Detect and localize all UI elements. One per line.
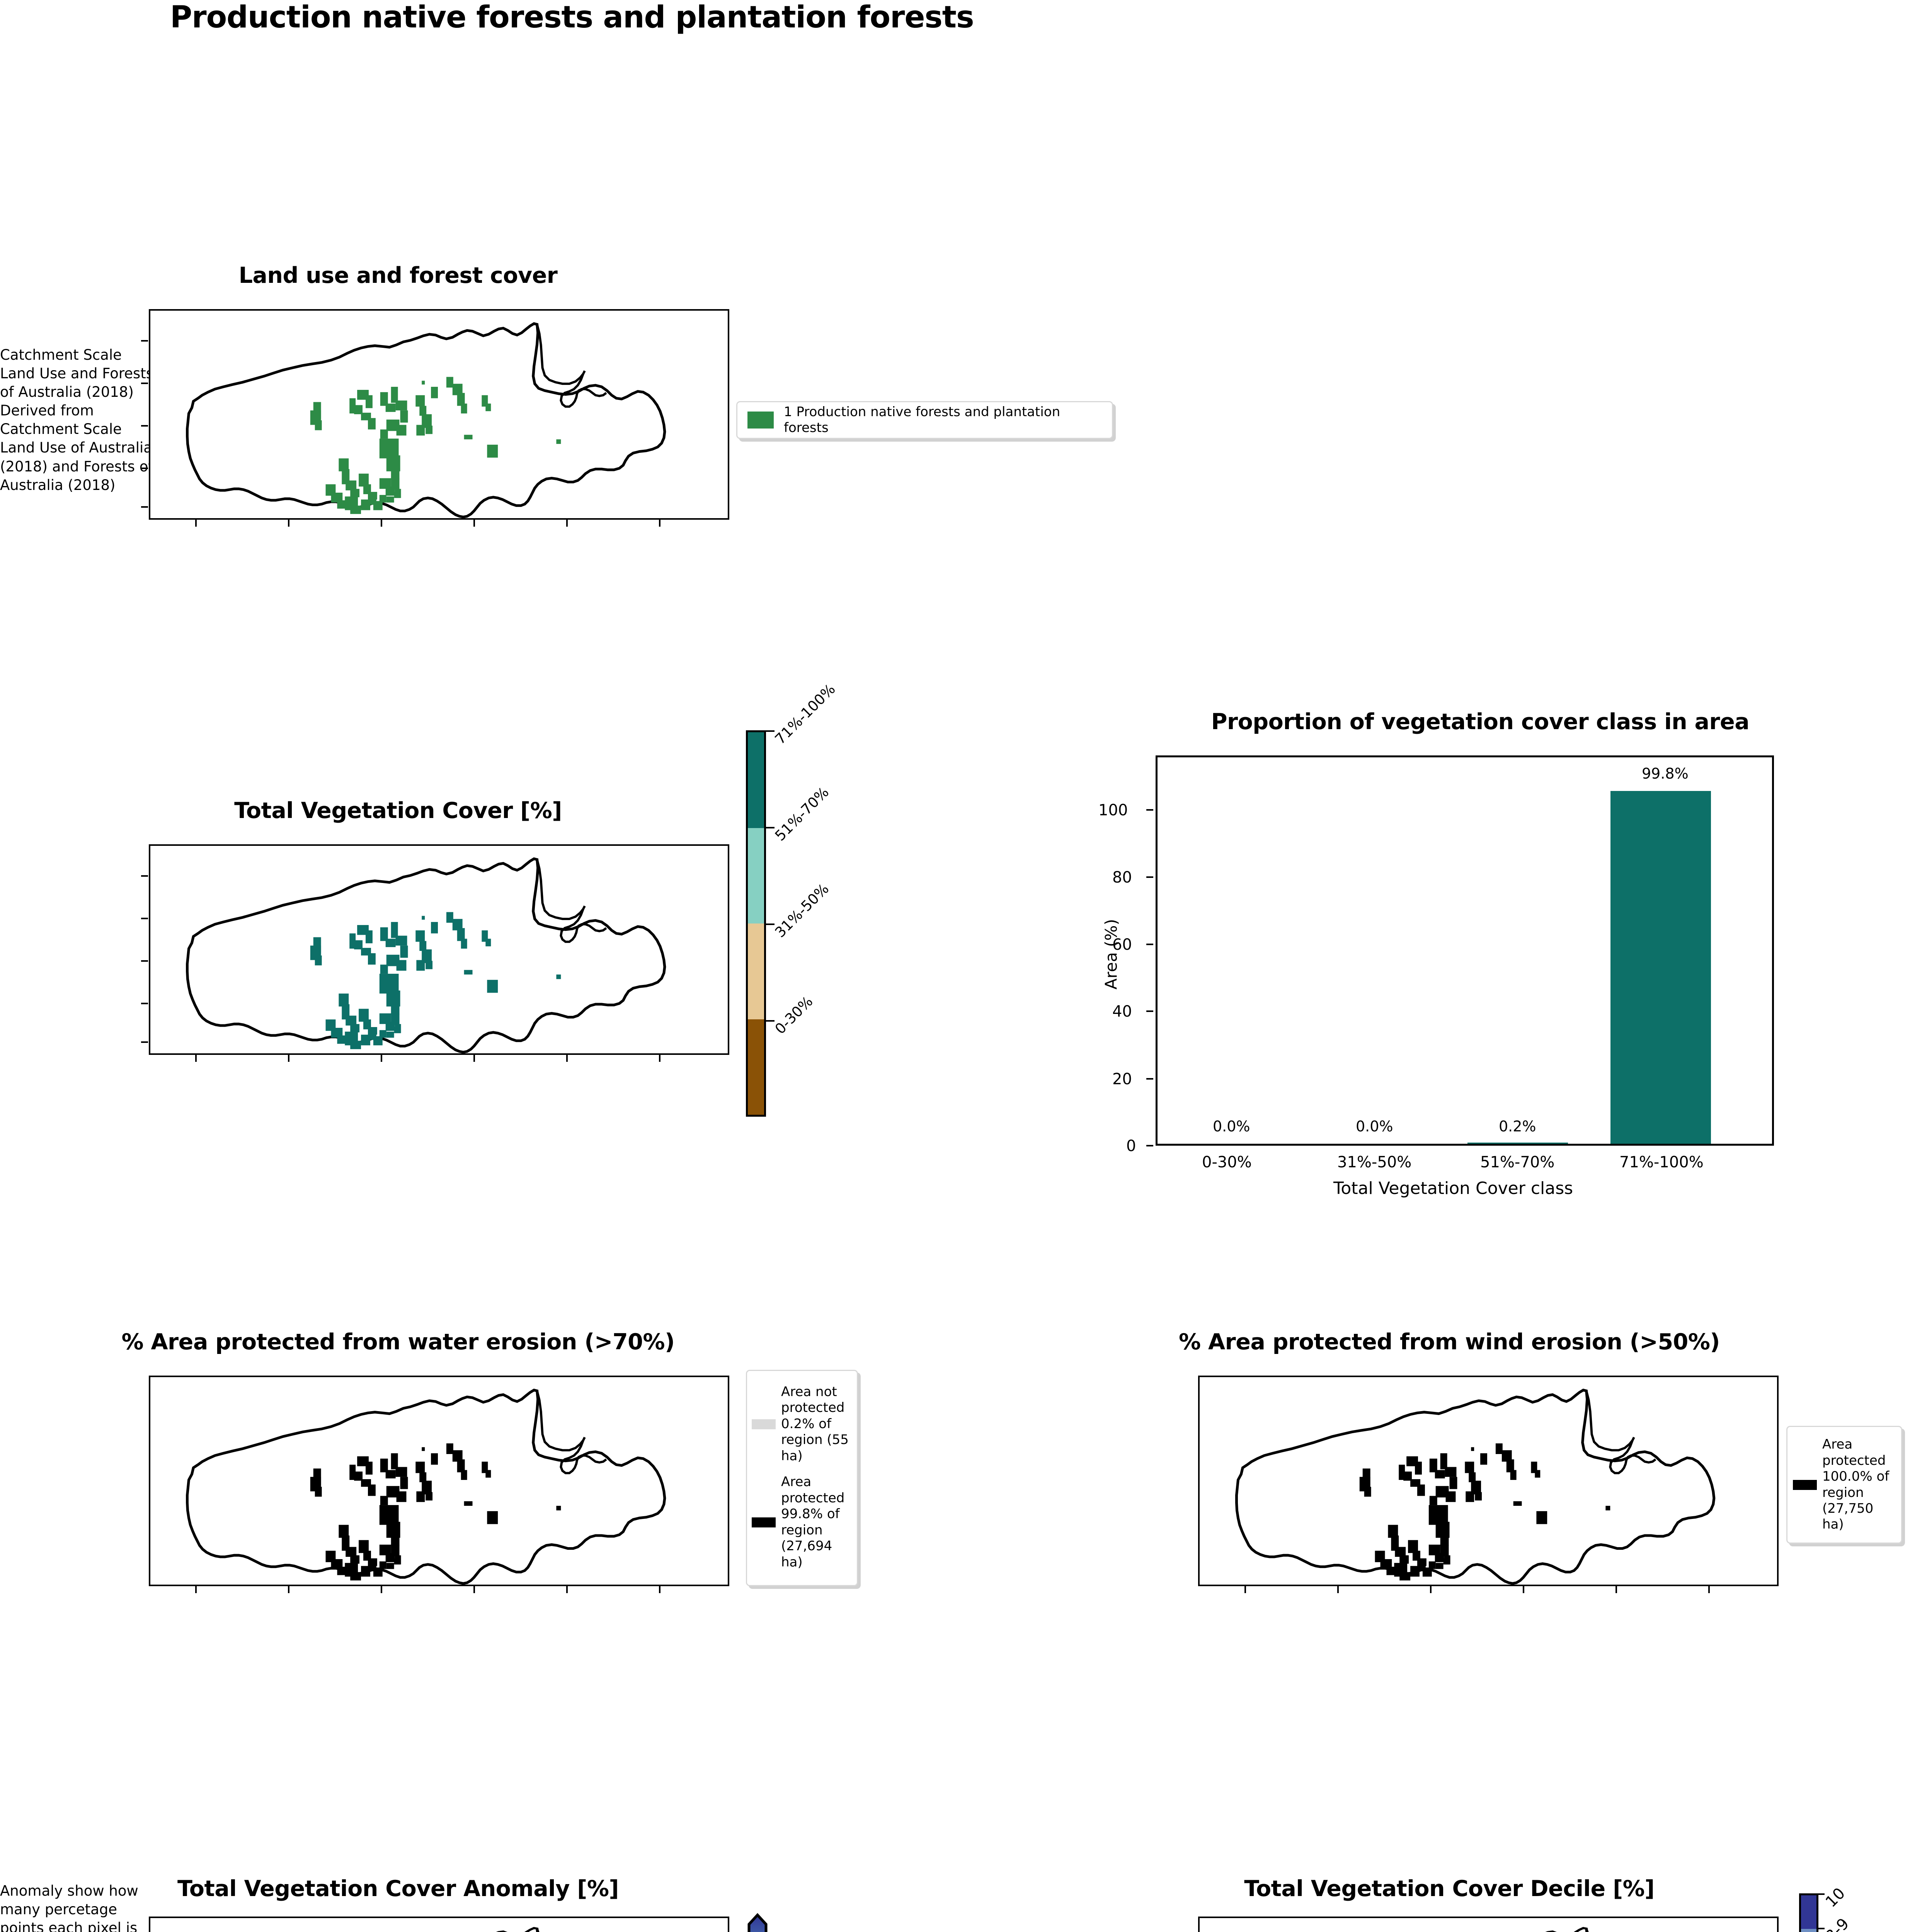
bar-value-label-31-50: 0.0% xyxy=(1356,1118,1393,1135)
forest-cover-patches xyxy=(310,377,561,514)
wind-erosion-legend[interactable]: Area protected 100.0% of region (27,750 … xyxy=(1786,1426,1902,1544)
anomaly-colorbar-labels: 20 10 0 −10 −20 xyxy=(779,1913,880,1932)
wind-erosion-map[interactable] xyxy=(1198,1376,1779,1586)
coastline-inner-detail xyxy=(536,859,607,943)
legend-label-area-not-protected: Area not protected 0.2% of region (55 ha… xyxy=(781,1384,849,1464)
wind-erosion-panel-title: % Area protected from wind erosion (>50%… xyxy=(1179,1329,1720,1355)
land-use-source-note: Catchment Scale Land Use and Forests of … xyxy=(0,347,154,493)
bar-value-label-0-30: 0.0% xyxy=(1213,1118,1250,1135)
legend-swatch-area-protected xyxy=(752,1517,776,1527)
decile-colorbar-labels: 10 8-9 4-7 2-3 1 xyxy=(1822,1884,1925,1932)
x-tick-31-50: 31%-50% xyxy=(1337,1153,1412,1171)
decile-colorbar[interactable] xyxy=(1799,1893,1818,1932)
water-erosion-map-svg xyxy=(186,1388,666,1585)
veg-cover-map-x-ticks xyxy=(149,1055,729,1063)
veg-cover-colorbar[interactable] xyxy=(746,730,766,1117)
y-tick-0: 0 xyxy=(1126,1137,1136,1155)
water-erosion-legend[interactable]: Area not protected 0.2% of region (55 ha… xyxy=(746,1370,858,1586)
y-tick-60: 60 xyxy=(1112,936,1132,954)
decile-panel-title: Total Vegetation Cover Decile [%] xyxy=(1244,1876,1655,1901)
bar-71-100[interactable] xyxy=(1610,791,1711,1144)
veg-cover-map-y-ticks xyxy=(141,844,150,1055)
coastline-inner-detail xyxy=(1585,1928,1589,1932)
legend-swatch-area-protected-wind xyxy=(1793,1480,1817,1490)
veg-cover-panel-title: Total Vegetation Cover [%] xyxy=(234,798,562,823)
decile-map-svg xyxy=(1545,1927,1589,1932)
veg-cover-patches xyxy=(310,912,561,1049)
bar-51-70[interactable] xyxy=(1467,1143,1568,1144)
legend-label-production-forests: 1 Production native forests and plantati… xyxy=(784,404,1061,435)
land-use-map-svg xyxy=(186,322,666,518)
bar-value-label-71-100: 99.8% xyxy=(1642,765,1689,782)
veg-cover-map[interactable] xyxy=(149,844,729,1055)
water-erosion-map-x-ticks xyxy=(149,1586,729,1595)
decile-map[interactable] xyxy=(1198,1917,1779,1932)
water-erosion-panel-title: % Area protected from water erosion (>70… xyxy=(121,1329,675,1355)
catchment-boundary-outline xyxy=(496,1927,539,1932)
anomaly-colorbar-svg xyxy=(747,1913,768,1932)
bar-chart[interactable]: 0.0% 0.0% 0.2% 99.8% 0 20 40 60 80 100 0… xyxy=(1098,755,1774,1198)
colorbar-segment-0-30 xyxy=(748,1019,764,1115)
water-erosion-map[interactable] xyxy=(149,1376,729,1586)
bar-value-label-51-70: 0.2% xyxy=(1499,1118,1536,1135)
anomaly-colorbar-ticks xyxy=(769,1913,779,1932)
wind-erosion-map-svg xyxy=(1235,1388,1716,1585)
colorbar-label-31-50: 31%-50% xyxy=(771,880,832,941)
land-use-legend[interactable]: 1 Production native forests and plantati… xyxy=(736,401,1113,439)
bar-chart-x-axis-label: Total Vegetation Cover class xyxy=(1333,1179,1573,1198)
anomaly-map-y-ticks xyxy=(141,1917,150,1932)
bar-chart-plot-area xyxy=(1156,755,1774,1146)
colorbar-segment-31-50 xyxy=(748,923,764,1019)
land-use-map-y-ticks xyxy=(141,309,150,520)
veg-cover-colorbar-labels: 71%-100% 51%-70% 31%-50% 0-30% xyxy=(772,681,1009,1121)
wind-erosion-map-x-ticks xyxy=(1198,1586,1779,1595)
catchment-boundary-outline xyxy=(186,857,666,1053)
decile-segment-8-9 xyxy=(1801,1929,1816,1932)
land-use-map-x-ticks xyxy=(149,520,729,528)
page-title: Production native forests and plantation… xyxy=(170,0,974,35)
anomaly-panel-title: Total Vegetation Cover Anomaly [%] xyxy=(177,1876,619,1901)
catchment-boundary-outline xyxy=(186,1388,666,1585)
y-tick-20: 20 xyxy=(1112,1070,1132,1088)
land-use-map[interactable] xyxy=(149,309,729,520)
decile-segment-10 xyxy=(1801,1895,1816,1929)
water-erosion-protected-patches xyxy=(310,1443,561,1581)
colorbar-label-0-30: 0-30% xyxy=(771,993,816,1037)
anomaly-map[interactable] xyxy=(149,1917,729,1932)
colorbar-label-71-100: 71%-100% xyxy=(771,680,839,748)
anomaly-map-svg xyxy=(496,1927,540,1932)
legend-label-area-protected: Area protected 99.8% of region (27,694 h… xyxy=(781,1474,845,1570)
wind-erosion-protected-patches xyxy=(1359,1443,1610,1581)
veg-cover-map-svg xyxy=(186,857,666,1053)
catchment-boundary-outline xyxy=(186,322,666,518)
catchment-boundary-outline xyxy=(1545,1927,1588,1932)
bar-chart-y-ticks xyxy=(1146,755,1156,1146)
legend-swatch-production-forests xyxy=(747,412,774,429)
x-tick-71-100: 71%-100% xyxy=(1619,1153,1704,1171)
x-tick-0-30: 0-30% xyxy=(1202,1153,1252,1171)
coastline-inner-detail xyxy=(1585,1390,1656,1475)
x-tick-51-70: 51%-70% xyxy=(1480,1153,1555,1171)
legend-swatch-area-not-protected xyxy=(752,1419,776,1429)
coastline-inner-detail xyxy=(536,1928,540,1932)
land-use-panel-title: Land use and forest cover xyxy=(238,263,558,288)
anomaly-colorbar[interactable] xyxy=(746,1913,769,1932)
anomaly-explanation-note: Anomaly show how many percetage points e… xyxy=(0,1883,138,1932)
veg-cover-colorbar-ticks xyxy=(766,730,778,1117)
y-tick-80: 80 xyxy=(1112,869,1132,886)
legend-label-area-protected-wind: Area protected 100.0% of region (27,750 … xyxy=(1822,1437,1890,1532)
bar-chart-title: Proportion of vegetation cover class in … xyxy=(1211,709,1750,735)
colorbar-segment-71-100 xyxy=(748,732,764,828)
decile-colorbar-ticks xyxy=(1818,1893,1828,1932)
catchment-boundary-outline xyxy=(1235,1388,1716,1585)
y-tick-100: 100 xyxy=(1098,801,1128,819)
coastline-inner-detail xyxy=(536,1390,607,1475)
colorbar-label-51-70: 51%-70% xyxy=(771,784,832,844)
colorbar-segment-51-70 xyxy=(748,828,764,923)
bar-chart-y-axis-label: Area (%) xyxy=(1101,919,1121,990)
y-tick-40: 40 xyxy=(1112,1003,1132,1020)
coastline-inner-detail xyxy=(536,324,607,408)
